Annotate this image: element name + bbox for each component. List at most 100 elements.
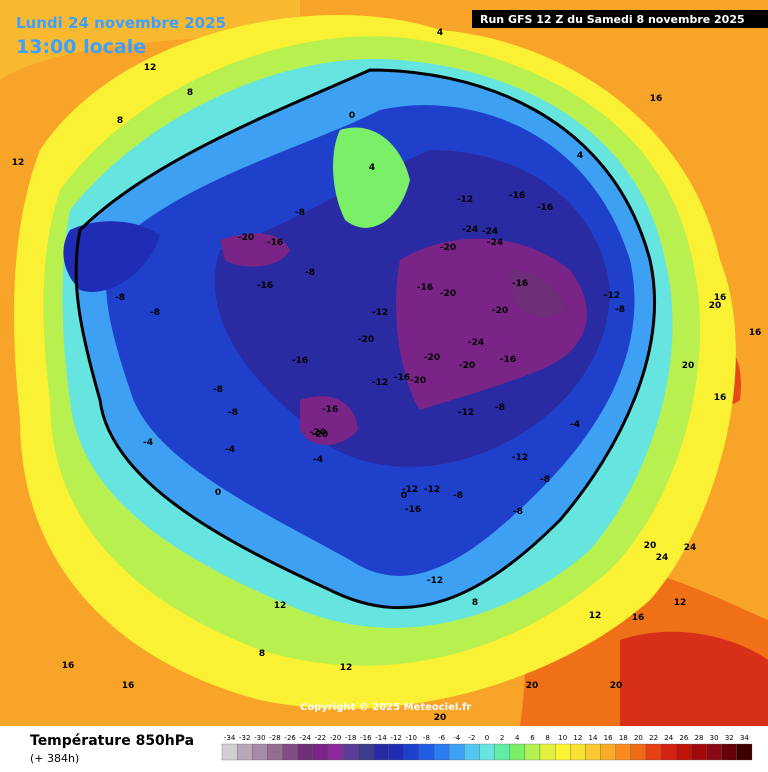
footer-subtitle: (+ 384h) <box>30 752 79 765</box>
legend-swatch <box>342 743 359 761</box>
contour-label: 8 <box>259 649 265 659</box>
legend-tick-label: -24 <box>300 734 312 742</box>
contour-label: -20 <box>358 335 374 345</box>
legend-swatch <box>252 743 268 761</box>
zero-isotherm <box>74 68 656 610</box>
contour-label: -20 <box>312 430 328 440</box>
contour-label: -8 <box>453 491 463 501</box>
contour-label: -8 <box>295 208 305 218</box>
contour-label: -16 <box>500 355 516 365</box>
contour-label: -16 <box>257 281 273 291</box>
legend-tick-label: 12 <box>573 734 582 742</box>
contour-label: 20 <box>526 681 539 691</box>
legend-swatch <box>706 743 722 761</box>
zone <box>300 396 358 445</box>
contour-label: 12 <box>12 158 25 168</box>
contour-label: 16 <box>62 661 75 671</box>
contour-label: -16 <box>405 505 421 515</box>
contour-label: 0 <box>349 111 355 121</box>
legend-tick-label: 8 <box>545 734 549 742</box>
legend-swatch <box>479 743 495 761</box>
date-line: Lundi 24 novembre 2025 <box>16 14 226 32</box>
contour-label: -16 <box>292 356 308 366</box>
legend-swatch <box>736 743 753 761</box>
legend-tick-label: 20 <box>634 734 643 742</box>
legend-tick-label: -12 <box>390 734 401 742</box>
contour-label: -20 <box>238 233 254 243</box>
contour-label: 8 <box>117 116 123 126</box>
legend-tick-label: 30 <box>710 734 719 742</box>
legend-tick-label: 10 <box>558 734 567 742</box>
zone <box>333 127 410 228</box>
legend-swatch <box>630 743 647 761</box>
contour-label: -20 <box>459 361 475 371</box>
contour-label: 16 <box>714 393 727 403</box>
legend-swatch <box>388 743 404 761</box>
legend-tick-label: -30 <box>254 734 265 742</box>
contour-label: -24 <box>482 227 498 237</box>
legend-tick-label: -34 <box>224 734 236 742</box>
contour-label: -16 <box>267 238 283 248</box>
contour-label: -12 <box>458 408 474 418</box>
contour-label: -12 <box>604 291 620 301</box>
legend-swatch <box>676 743 692 761</box>
contour-label: -4 <box>570 420 580 430</box>
contour-label: -4 <box>225 445 235 455</box>
legend-swatch <box>358 743 374 761</box>
legend-tick-label: -22 <box>315 734 326 742</box>
legend-swatch <box>373 743 389 761</box>
contour-label: -8 <box>115 293 125 303</box>
contour-label: 20 <box>610 681 623 691</box>
contour-label: 16 <box>632 613 645 623</box>
contour-label: 12 <box>589 611 602 621</box>
contour-label: -12 <box>424 485 440 495</box>
contour-label: -16 <box>322 405 338 415</box>
legend-swatch <box>691 743 707 761</box>
contour-label: -4 <box>143 438 153 448</box>
contour-label: 4 <box>437 28 443 38</box>
contour-label: -12 <box>372 308 388 318</box>
contour-label: -20 <box>440 289 456 299</box>
legend-tick-label: -20 <box>330 734 341 742</box>
zone <box>510 270 565 317</box>
legend-swatch <box>267 743 283 761</box>
legend-swatch <box>297 743 314 761</box>
legend-tick-label: -6 <box>438 734 446 742</box>
legend-tick-label: -18 <box>345 734 356 742</box>
contour-label: 16 <box>650 94 663 104</box>
legend-tick-label: -10 <box>406 734 417 742</box>
legend-tick-label: -28 <box>269 734 280 742</box>
contour-label: 12 <box>340 663 353 673</box>
contour-label: -12 <box>512 453 528 463</box>
contour-label: -16 <box>537 203 553 213</box>
legend-swatch <box>494 743 510 761</box>
legend-swatch <box>554 743 571 761</box>
legend-tick-label: 24 <box>664 734 673 742</box>
contour-label: 12 <box>674 598 687 608</box>
contour-label: -20 <box>410 376 426 386</box>
legend-tick-label: 18 <box>619 734 628 742</box>
contour-label: -12 <box>372 378 388 388</box>
contour-label: 20 <box>682 361 695 371</box>
contour-label: -12 <box>457 195 473 205</box>
contour-label: 20 <box>644 541 657 551</box>
zone <box>220 233 290 267</box>
contour-label: -8 <box>305 268 315 278</box>
contour-label: -16 <box>509 191 525 201</box>
contour-label: 4 <box>577 151 583 161</box>
contour-label: 4 <box>369 163 375 173</box>
contour-label: -8 <box>540 475 550 485</box>
legend-tick-label: 6 <box>530 734 535 742</box>
legend-tick-label: 22 <box>649 734 658 742</box>
legend-swatch <box>403 743 420 761</box>
legend-tick-label: -32 <box>239 734 250 742</box>
contour-label: -24 <box>487 238 503 248</box>
contour-label: -24 <box>462 225 478 235</box>
legend-tick-label: -14 <box>375 734 387 742</box>
contour-label: 8 <box>187 88 193 98</box>
legend-tick-label: 34 <box>740 734 749 742</box>
contour-label: 24 <box>656 553 669 563</box>
run-box <box>472 10 768 28</box>
contour-label: 16 <box>749 328 762 338</box>
